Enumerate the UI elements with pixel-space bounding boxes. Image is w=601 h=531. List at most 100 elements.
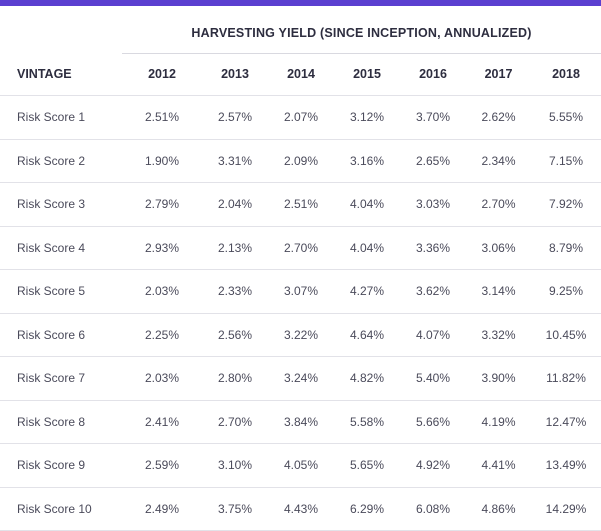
yield-cell: 4.86%: [466, 487, 531, 531]
yield-cell: 2.51%: [268, 182, 334, 227]
yield-cell: 2.80%: [202, 356, 268, 401]
table-row: Risk Score 6 2.25% 2.56% 3.22% 4.64% 4.07% 3.3…: [0, 313, 601, 357]
yield-cell: 2.56%: [202, 313, 268, 357]
yield-cell: 1.90%: [122, 139, 202, 183]
yield-cell: 7.92%: [531, 182, 601, 227]
yield-cell: 3.70%: [400, 95, 466, 140]
yield-cell: 14.29%: [531, 487, 601, 531]
yield-cell: 2.03%: [122, 356, 202, 401]
yield-cell: 3.22%: [268, 313, 334, 357]
column-header-year: 2018: [531, 53, 601, 96]
yield-cell: 2.03%: [122, 269, 202, 314]
yield-cell: 10.45%: [531, 313, 601, 357]
row-label: Risk Score 4: [0, 226, 122, 270]
row-label: Risk Score 6: [0, 313, 122, 357]
yield-cell: 5.40%: [400, 356, 466, 401]
column-header-year: 2017: [466, 53, 531, 96]
table-row: Risk Score 8 2.41% 2.70% 3.84% 5.58% 5.66% 4.1…: [0, 400, 601, 444]
yield-cell: 2.59%: [122, 443, 202, 488]
yield-cell: 8.79%: [531, 226, 601, 270]
yield-cell: 3.84%: [268, 400, 334, 444]
row-label: Risk Score 2: [0, 139, 122, 183]
accent-top-bar: [0, 0, 601, 6]
yield-cell: 2.65%: [400, 139, 466, 183]
table-row: Risk Score 7 2.03% 2.80% 3.24% 4.82% 5.40% 3.9…: [0, 356, 601, 401]
yield-cell: 4.04%: [334, 182, 400, 227]
yield-cell: 4.64%: [334, 313, 400, 357]
yield-cell: 2.04%: [202, 182, 268, 227]
yield-cell: 3.90%: [466, 356, 531, 401]
yield-cell: 2.70%: [466, 182, 531, 227]
row-label: Risk Score 3: [0, 182, 122, 227]
yield-cell: 6.29%: [334, 487, 400, 531]
yield-cell: 2.79%: [122, 182, 202, 227]
yield-cell: 4.43%: [268, 487, 334, 531]
yield-cell: 5.66%: [400, 400, 466, 444]
harvesting-yield-table: VINTAGE 2012 2013 2014 2015 2016 2017 2018 Risk…: [0, 53, 601, 531]
header-row: VINTAGE 2012 2013 2014 2015 2016 2017 2018: [0, 53, 601, 96]
yield-cell: 2.93%: [122, 226, 202, 270]
yield-cell: 4.82%: [334, 356, 400, 401]
yield-cell: 3.31%: [202, 139, 268, 183]
yield-cell: 4.19%: [466, 400, 531, 444]
table-row: Risk Score 4 2.93% 2.13% 2.70% 4.04% 3.36% 3.0…: [0, 226, 601, 270]
table-row: Risk Score 9 2.59% 3.10% 4.05% 5.65% 4.92% 4.4…: [0, 443, 601, 488]
yield-cell: 5.65%: [334, 443, 400, 488]
yield-cell: 2.51%: [122, 95, 202, 140]
yield-cell: 3.75%: [202, 487, 268, 531]
yield-cell: 3.62%: [400, 269, 466, 314]
yield-cell: 5.55%: [531, 95, 601, 140]
yield-cell: 6.08%: [400, 487, 466, 531]
yield-cell: 2.62%: [466, 95, 531, 140]
table-row: Risk Score 1 2.51% 2.57% 2.07% 3.12% 3.70% 2.6…: [0, 95, 601, 140]
yield-cell: 12.47%: [531, 400, 601, 444]
yield-cell: 3.14%: [466, 269, 531, 314]
yield-cell: 5.58%: [334, 400, 400, 444]
yield-cell: 3.24%: [268, 356, 334, 401]
column-header-year: 2012: [122, 53, 202, 96]
yield-cell: 2.49%: [122, 487, 202, 531]
yield-cell: 4.27%: [334, 269, 400, 314]
yield-cell: 4.41%: [466, 443, 531, 488]
yield-cell: 9.25%: [531, 269, 601, 314]
yield-cell: 2.41%: [122, 400, 202, 444]
yield-cell: 3.16%: [334, 139, 400, 183]
yield-cell: 3.36%: [400, 226, 466, 270]
row-label: Risk Score 9: [0, 443, 122, 488]
yield-cell: 11.82%: [531, 356, 601, 401]
yield-cell: 13.49%: [531, 443, 601, 488]
yield-cell: 2.70%: [202, 400, 268, 444]
yield-cell: 2.34%: [466, 139, 531, 183]
row-label: Risk Score 1: [0, 95, 122, 140]
yield-cell: 4.05%: [268, 443, 334, 488]
yield-cell: 3.12%: [334, 95, 400, 140]
row-label: Risk Score 10: [0, 487, 122, 531]
table-row: Risk Score 3 2.79% 2.04% 2.51% 4.04% 3.03% 2.7…: [0, 182, 601, 227]
table-body: Risk Score 1 2.51% 2.57% 2.07% 3.12% 3.70% 2.6…: [0, 95, 601, 531]
yield-cell: 2.07%: [268, 95, 334, 140]
yield-cell: 4.92%: [400, 443, 466, 488]
yield-cell: 3.10%: [202, 443, 268, 488]
yield-cell: 2.09%: [268, 139, 334, 183]
row-label: Risk Score 5: [0, 269, 122, 314]
yield-cell: 3.07%: [268, 269, 334, 314]
table-row: Risk Score 2 1.90% 3.31% 2.09% 3.16% 2.65% 2.3…: [0, 139, 601, 183]
yield-cell: 2.57%: [202, 95, 268, 140]
yield-cell: 2.25%: [122, 313, 202, 357]
row-label: Risk Score 8: [0, 400, 122, 444]
yield-cell: 3.03%: [400, 182, 466, 227]
table-row: Risk Score 5 2.03% 2.33% 3.07% 4.27% 3.62% 3.1…: [0, 269, 601, 314]
yield-cell: 2.33%: [202, 269, 268, 314]
yield-cell: 3.32%: [466, 313, 531, 357]
yield-cell: 2.70%: [268, 226, 334, 270]
table-group-header: HARVESTING YIELD (SINCE INCEPTION, ANNUA…: [122, 25, 601, 54]
column-header-vintage: VINTAGE: [0, 53, 122, 96]
yield-cell: 4.04%: [334, 226, 400, 270]
column-header-year: 2013: [202, 53, 268, 96]
column-header-year: 2015: [334, 53, 400, 96]
yield-cell: 2.13%: [202, 226, 268, 270]
column-header-year: 2016: [400, 53, 466, 96]
column-header-year: 2014: [268, 53, 334, 96]
yield-cell: 4.07%: [400, 313, 466, 357]
row-label: Risk Score 7: [0, 356, 122, 401]
